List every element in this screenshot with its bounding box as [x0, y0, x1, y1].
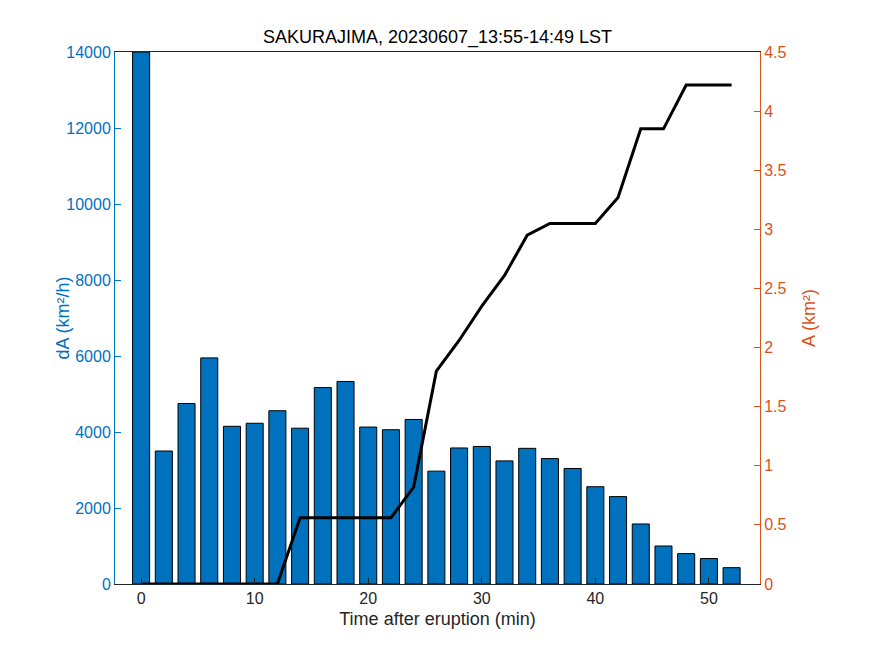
svg-text:3: 3: [764, 221, 773, 238]
svg-text:0: 0: [764, 576, 773, 593]
svg-text:10000: 10000: [66, 196, 111, 213]
svg-text:1.5: 1.5: [764, 398, 786, 415]
svg-text:dA (km²/h): dA (km²/h): [53, 276, 73, 359]
svg-text:Time after eruption (min): Time after eruption (min): [339, 609, 535, 629]
svg-text:40: 40: [586, 590, 604, 607]
svg-text:6000: 6000: [75, 348, 111, 365]
svg-text:4000: 4000: [75, 424, 111, 441]
svg-text:0: 0: [102, 576, 111, 593]
svg-text:8000: 8000: [75, 272, 111, 289]
svg-text:10: 10: [246, 590, 264, 607]
svg-text:A (km²): A (km²): [799, 289, 819, 347]
svg-text:30: 30: [473, 590, 491, 607]
svg-text:14000: 14000: [66, 44, 111, 61]
svg-text:50: 50: [700, 590, 718, 607]
svg-text:0.5: 0.5: [764, 516, 786, 533]
svg-text:12000: 12000: [66, 120, 111, 137]
svg-text:SAKURAJIMA, 20230607_13:55-14:: SAKURAJIMA, 20230607_13:55-14:49 LST: [263, 27, 612, 48]
svg-text:3.5: 3.5: [764, 162, 786, 179]
svg-text:20: 20: [359, 590, 377, 607]
svg-text:2: 2: [764, 339, 773, 356]
svg-text:0: 0: [137, 590, 146, 607]
svg-text:2000: 2000: [75, 500, 111, 517]
svg-text:4: 4: [764, 103, 773, 120]
svg-text:4.5: 4.5: [764, 44, 786, 61]
svg-text:2.5: 2.5: [764, 280, 786, 297]
svg-text:1: 1: [764, 457, 773, 474]
